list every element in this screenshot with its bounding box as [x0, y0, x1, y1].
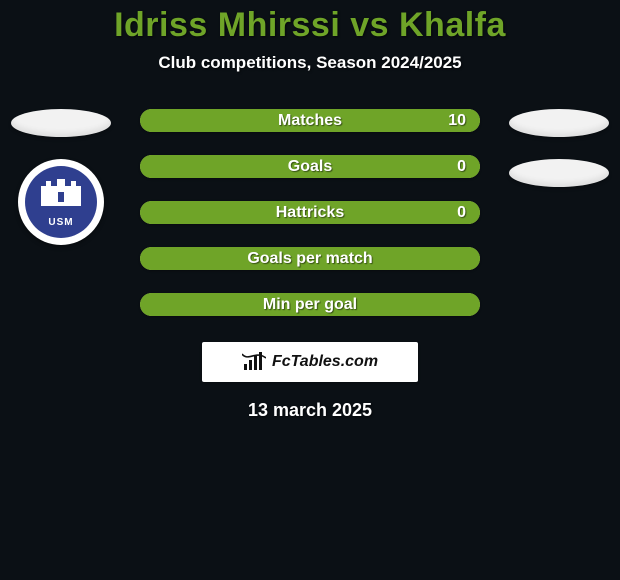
stat-bar-value: 0 [457, 158, 466, 176]
page-title: Idriss Mhirssi vs Khalfa [0, 0, 620, 45]
left-club-badge: USM [18, 159, 104, 245]
bar-chart-icon [242, 352, 266, 372]
right-player-placeholder-1 [509, 109, 609, 137]
castle-icon [39, 176, 83, 206]
date-text: 13 march 2025 [0, 400, 620, 421]
stat-bar-label: Min per goal [263, 296, 357, 314]
right-player-placeholder-2 [509, 159, 609, 187]
comparison-infographic: Idriss Mhirssi vs Khalfa Club competitio… [0, 0, 620, 580]
stat-bar-hattricks: Hattricks 0 [140, 201, 480, 224]
stat-bar-label: Matches [278, 112, 342, 130]
left-player-placeholder-1 [11, 109, 111, 137]
stat-bar-goals: Goals 0 [140, 155, 480, 178]
branding-box: FcTables.com [202, 342, 418, 382]
left-club-code: USM [48, 217, 73, 228]
page-subtitle: Club competitions, Season 2024/2025 [0, 53, 620, 73]
stat-bar-goals-per-match: Goals per match [140, 247, 480, 270]
stat-bar-value: 0 [457, 204, 466, 222]
stat-bar-matches: Matches 10 [140, 109, 480, 132]
left-player-column: USM [6, 109, 116, 245]
right-player-column [504, 109, 614, 209]
stat-bars: Matches 10 Goals 0 Hattricks 0 Goals per… [140, 109, 480, 316]
branding-text: FcTables.com [272, 353, 378, 371]
stat-bar-label: Goals [288, 158, 332, 176]
left-club-badge-inner: USM [25, 166, 97, 238]
stat-bar-value: 10 [448, 112, 466, 130]
stat-bar-min-per-goal: Min per goal [140, 293, 480, 316]
content-area: USM Matches 10 Goals 0 Hattricks [0, 109, 620, 421]
stat-bar-label: Hattricks [276, 204, 344, 222]
stat-bar-label: Goals per match [247, 250, 372, 268]
